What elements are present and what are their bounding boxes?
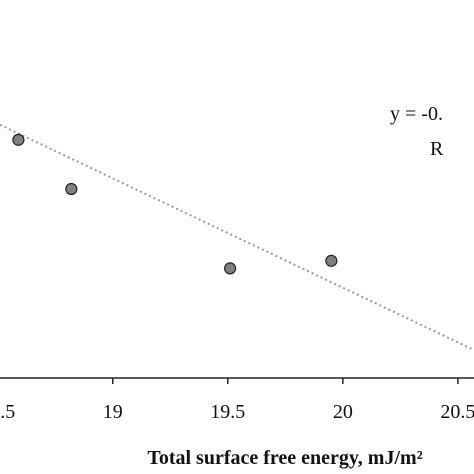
x-axis-label: Total surface free energy, mJ/m² (147, 447, 422, 469)
equation: y = -0. (390, 103, 443, 125)
point (223, 262, 237, 275)
x-tick-label: 20 (333, 401, 353, 423)
x-tick-label: 20.5 (440, 401, 474, 423)
point (325, 254, 338, 267)
point (12, 133, 25, 146)
x-tick-label: 18.5 (0, 401, 15, 423)
point (65, 182, 78, 196)
trendline (0, 123, 474, 351)
x-tick-label: 19 (103, 401, 123, 423)
x-tick-label: 19.5 (210, 401, 245, 423)
r-squared: R (430, 138, 444, 160)
